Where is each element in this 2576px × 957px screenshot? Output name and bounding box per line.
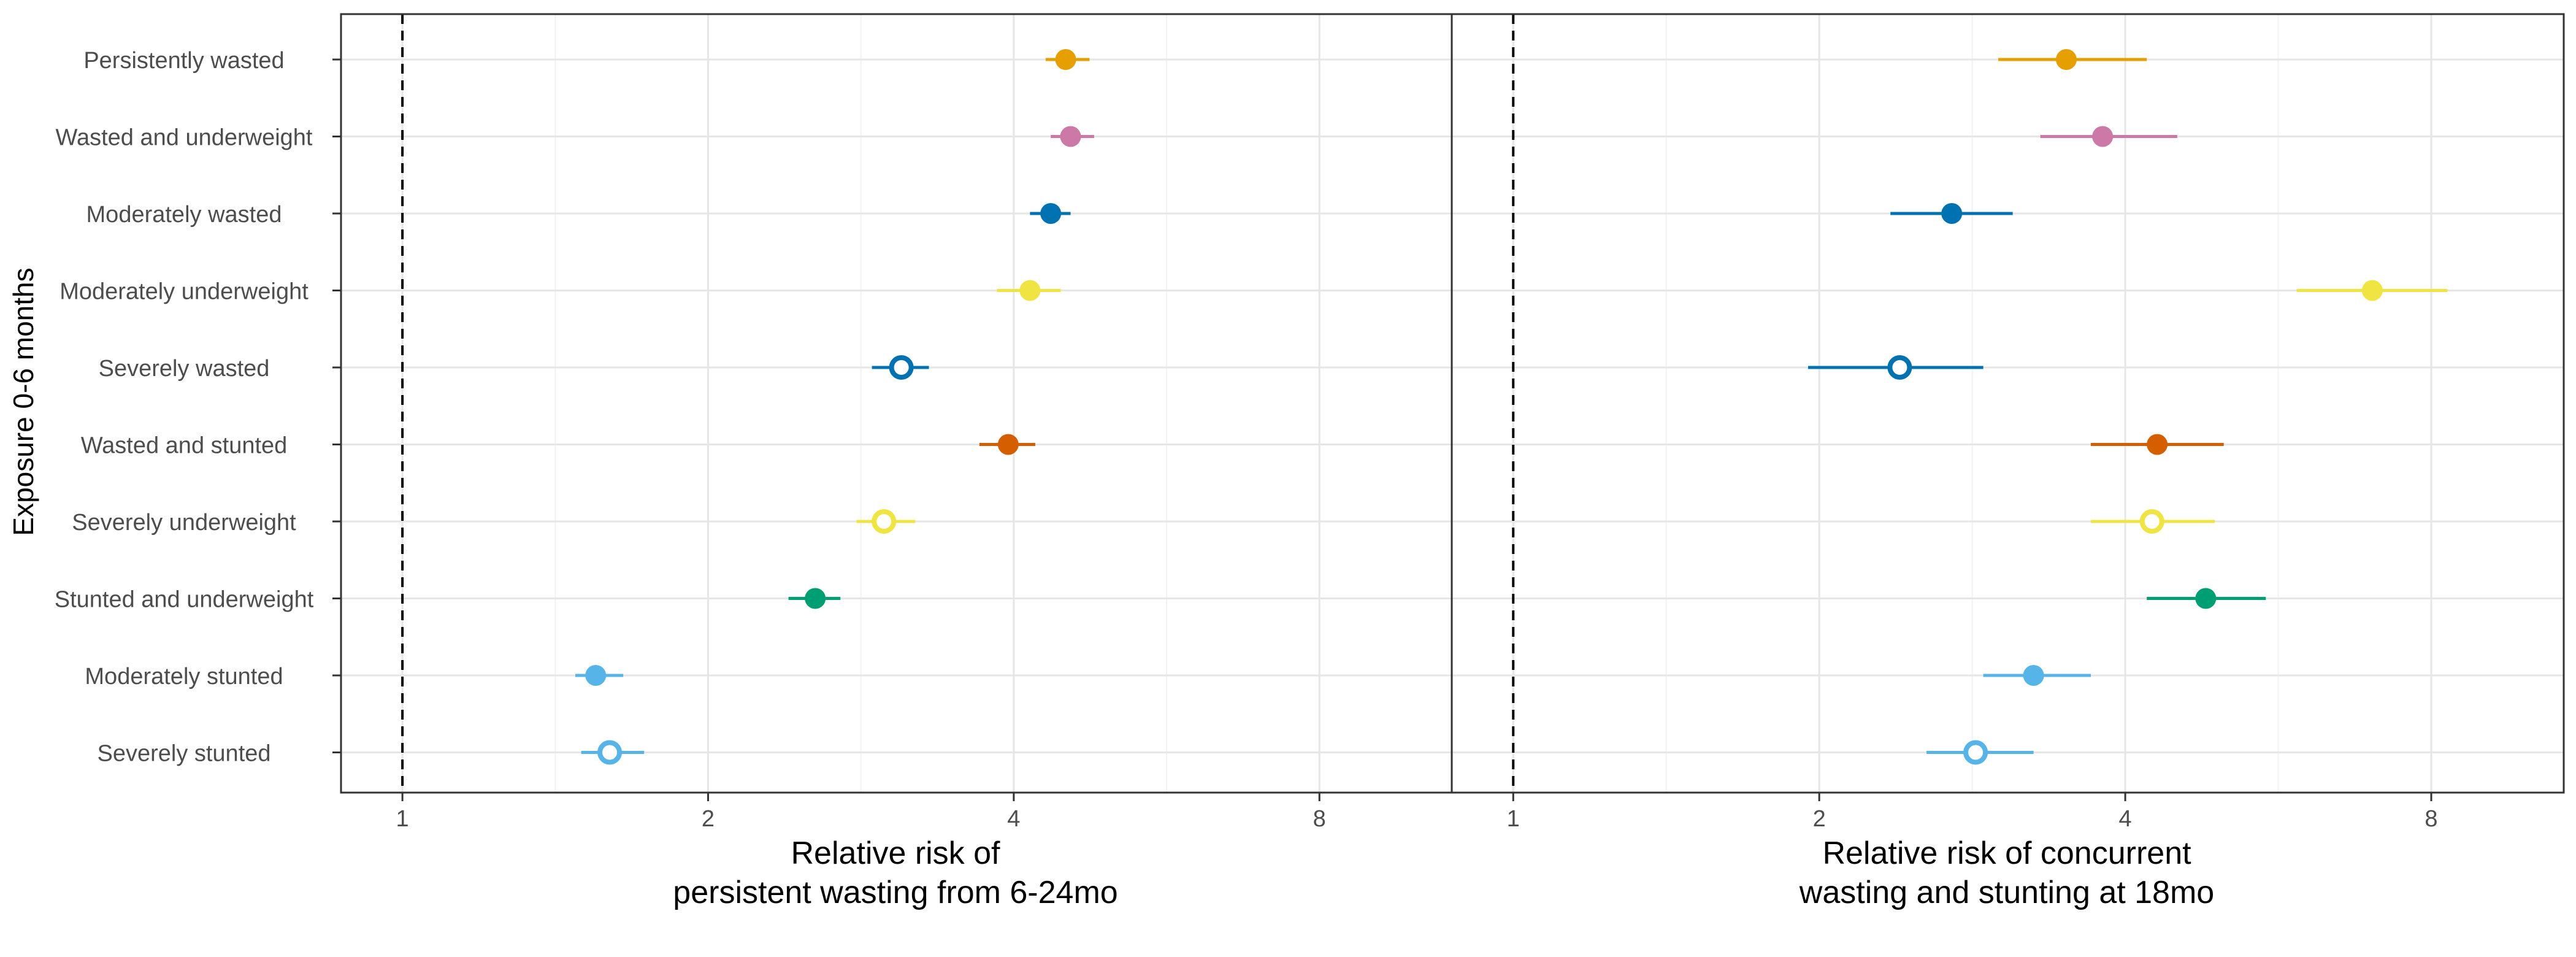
- point-severely-wasted: [889, 355, 914, 380]
- panel-concurrent-wasting-stunting: 1 2 4 8: [1451, 13, 2565, 832]
- y-tick-label-severely-underweight: Severely underweight: [72, 510, 296, 536]
- point-severely-underweight: [2139, 509, 2164, 534]
- point-wasted-and-underweight: [2092, 126, 2114, 147]
- point-persistently-wasted: [2055, 49, 2077, 70]
- y-tick-label-moderately-wasted: Moderately wasted: [86, 202, 282, 228]
- y-tick-label-wasted-and-underweight: Wasted and underweight: [56, 125, 313, 151]
- point-wasted-and-stunted: [2147, 434, 2168, 455]
- point-stunted-and-underweight: [805, 588, 826, 609]
- x-tick-label: 4: [2119, 806, 2132, 832]
- panel-2-xlabel-line2: wasting and stunting at 18mo: [1799, 875, 2214, 910]
- point-persistently-wasted: [1055, 49, 1076, 70]
- point-moderately-underweight: [2361, 280, 2383, 301]
- point-moderately-wasted: [1040, 203, 1062, 224]
- point-severely-wasted: [1887, 355, 1912, 380]
- y-tick-label-severely-stunted: Severely stunted: [97, 741, 270, 767]
- point-severely-stunted: [1963, 740, 1988, 765]
- point-moderately-wasted: [1941, 203, 1963, 224]
- panel-border: [1451, 13, 2565, 794]
- point-moderately-underweight: [1019, 280, 1041, 301]
- panel-1-xlabel-line1: Relative risk of: [791, 836, 1001, 871]
- y-tick-label-stunted-and-underweight: Stunted and underweight: [55, 587, 314, 613]
- x-tick-label: 8: [2425, 806, 2437, 832]
- x-tick-label: 2: [702, 806, 715, 832]
- point-severely-underweight: [872, 509, 897, 534]
- y-tick-label-moderately-stunted: Moderately stunted: [85, 664, 283, 690]
- point-moderately-stunted: [2023, 665, 2044, 686]
- point-stunted-and-underweight: [2195, 588, 2217, 609]
- point-wasted-and-underweight: [1060, 126, 1081, 147]
- point-moderately-stunted: [585, 665, 607, 686]
- y-tick-label-moderately-underweight: Moderately underweight: [59, 279, 309, 305]
- y-tick-label-persistently-wasted: Persistently wasted: [83, 48, 284, 74]
- y-tick-label-severely-wasted: Severely wasted: [99, 356, 270, 382]
- x-tick-label: 8: [1313, 806, 1326, 832]
- x-tick-label: 4: [1007, 806, 1020, 832]
- x-tick-label: 1: [1507, 806, 1520, 832]
- panel-1-xlabel-line2: persistent wasting from 6-24mo: [673, 875, 1117, 910]
- y-tick-label-wasted-and-stunted: Wasted and stunted: [81, 433, 288, 459]
- x-tick-label: 2: [1813, 806, 1826, 832]
- panel-persistent-wasting: 1 2 4 8 Persistently wasted Wasted and underw…: [55, 13, 1453, 832]
- panel-2-xlabel-line1: Relative risk of concurrent: [1822, 836, 2191, 871]
- x-tick-label: 1: [396, 806, 409, 832]
- point-wasted-and-stunted: [997, 434, 1019, 455]
- y-axis-title: Exposure 0-6 months: [7, 267, 39, 536]
- point-severely-stunted: [597, 740, 623, 765]
